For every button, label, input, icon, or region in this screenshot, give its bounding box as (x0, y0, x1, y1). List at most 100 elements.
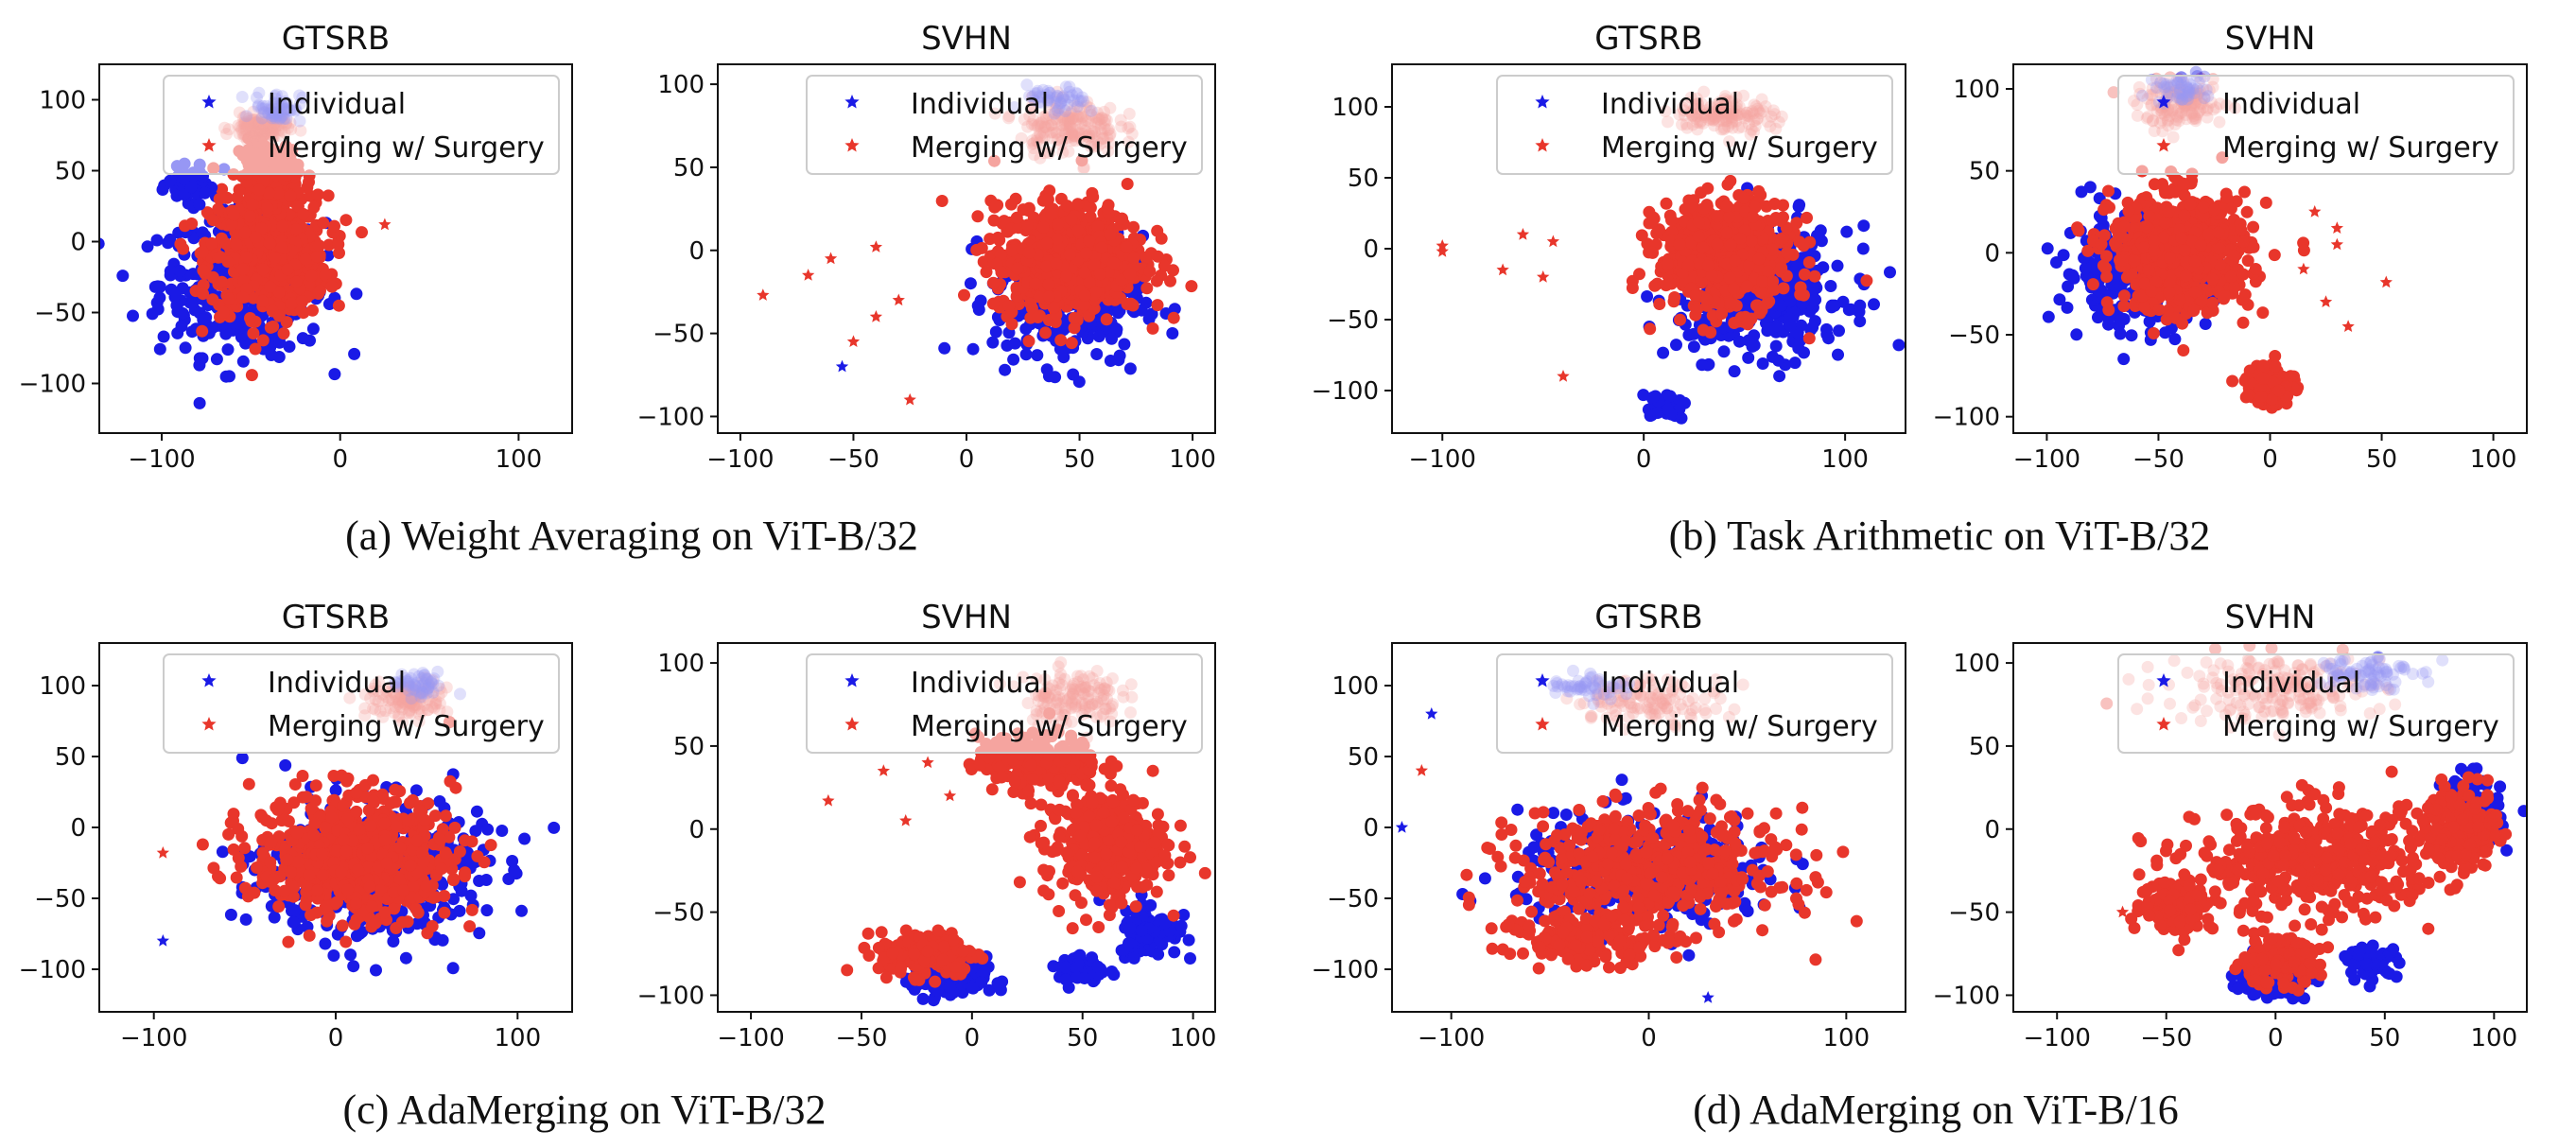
point-merging (1089, 286, 1103, 299)
point-merging (1711, 237, 1724, 251)
point-merging (1668, 291, 1681, 304)
point-merging (269, 252, 282, 265)
point-merging (2086, 278, 2099, 291)
panel-title: GTSRB (1594, 20, 1702, 58)
point-merging (246, 198, 259, 211)
scatter-panel-b-svhn: −100 −50 0 50 100−100−50050100SVHNIndividual… (1933, 20, 2528, 474)
x-tick-label: −50 (827, 445, 879, 474)
point-merging (1741, 318, 1754, 331)
point-merging (1078, 288, 1091, 302)
point-merging (2100, 270, 2114, 284)
point-individual (164, 265, 177, 278)
point-individual (1090, 348, 1104, 360)
point-merging (1123, 268, 1137, 281)
point-merging (1775, 233, 1788, 246)
point-individual (1042, 370, 1055, 383)
point-merging (1084, 210, 1097, 223)
point-merging (2102, 184, 2115, 198)
point-merging (1004, 198, 1018, 211)
point-individual (1732, 335, 1746, 348)
point-merging (1720, 200, 1733, 213)
point-merging (1644, 322, 1657, 336)
point-merging (1024, 297, 1037, 310)
x-tick-label: 0 (1636, 445, 1652, 474)
point-merging (1697, 202, 1711, 215)
point-merging (271, 186, 285, 200)
panel-title: SVHN (921, 20, 1012, 58)
x-tick-label: 100 (496, 445, 543, 474)
point-merging (2247, 220, 2260, 234)
point-individual (179, 341, 192, 355)
outlier-merging (378, 217, 392, 231)
outlier-merging (802, 269, 815, 281)
legend-box (163, 75, 560, 175)
point-merging (1729, 254, 1742, 268)
point-individual (116, 270, 130, 283)
point-merging (205, 236, 218, 250)
point-merging (1005, 318, 1018, 331)
point-merging (319, 269, 332, 282)
point-merging (1769, 212, 1783, 224)
outlier-merging (1546, 235, 1559, 248)
point-merging (247, 327, 260, 339)
point-individual (2042, 310, 2055, 323)
point-merging (1068, 311, 1081, 324)
point-merging (1050, 257, 1063, 270)
point-individual (2117, 353, 2131, 366)
point-merging (1107, 256, 1121, 270)
point-merging (958, 288, 970, 302)
point-merging (317, 217, 330, 230)
point-merging (1140, 251, 1152, 264)
point-merging (1802, 256, 1816, 269)
point-merging (1127, 220, 1140, 234)
point-merging (197, 287, 210, 301)
legend-label-merging: Merging w/ Surgery (1601, 131, 1878, 165)
point-individual (999, 363, 1012, 376)
y-tick-label: −100 (19, 371, 86, 399)
point-individual (1145, 307, 1158, 321)
outlier-merging (903, 392, 916, 406)
point-merging (227, 208, 240, 221)
point-merging (2238, 185, 2251, 199)
point-merging (1047, 302, 1060, 314)
x-tick-label: 0 (332, 445, 348, 474)
point-individual (1687, 340, 1700, 354)
point-merging (1775, 262, 1788, 274)
legend-marker-merging (1535, 138, 1550, 152)
point-merging (230, 238, 243, 251)
point-individual (2108, 279, 2121, 292)
point-merging (1777, 199, 1789, 212)
point-individual (219, 370, 233, 383)
outlier-merging (892, 293, 905, 306)
point-individual (1856, 242, 1870, 255)
x-tick-label: 0 (959, 445, 975, 474)
point-merging (1662, 258, 1674, 270)
point-merging (1100, 313, 1113, 326)
point-merging (196, 245, 209, 258)
point-individual (2050, 256, 2063, 269)
point-merging (216, 275, 229, 288)
point-merging (1742, 259, 1755, 272)
outlier-merging (846, 335, 861, 347)
y-tick-label: 50 (55, 158, 86, 186)
scatter-panel-a-gtsrb: −100 0 100−100−50050100GTSRBIndividualMerg… (19, 20, 573, 474)
point-merging (272, 309, 286, 322)
point-individual (1824, 280, 1837, 292)
point-merging (328, 219, 340, 233)
x-tick-label: 100 (1821, 445, 1869, 474)
point-merging (263, 186, 276, 200)
legend-label-individual: Individual (911, 88, 1049, 121)
point-individual (2061, 301, 2074, 314)
point-merging (322, 238, 336, 252)
point-merging (1115, 273, 1128, 287)
point-merging (2081, 244, 2095, 257)
point-merging (1040, 260, 1053, 273)
point-merging (1745, 235, 1758, 248)
x-tick-label: 50 (1064, 445, 1095, 474)
point-merging (977, 255, 990, 269)
point-merging (1121, 178, 1134, 190)
legend-box (806, 75, 1203, 175)
point-merging (1777, 282, 1790, 295)
point-individual (1111, 306, 1124, 320)
